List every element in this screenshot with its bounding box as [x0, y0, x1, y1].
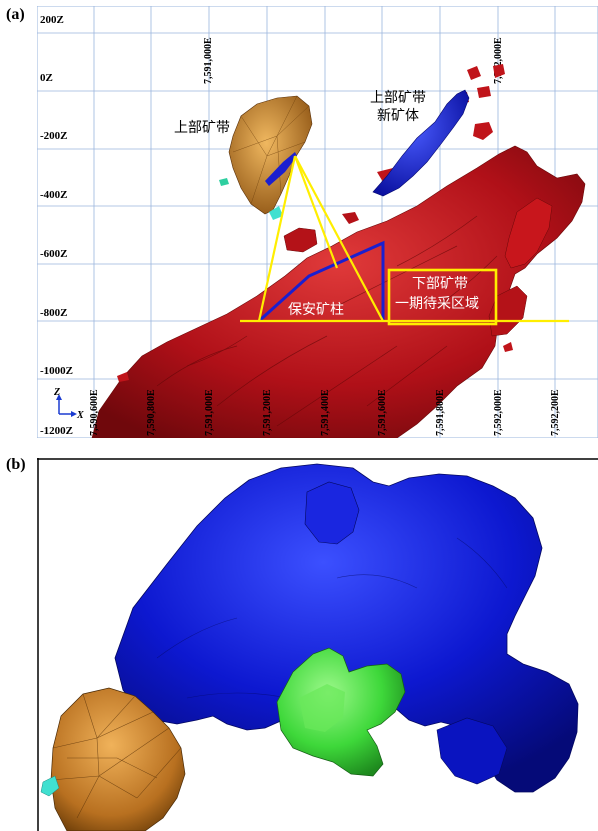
lower-zone-label-2: 一期待采区域 [395, 296, 479, 312]
elevation-label: -600Z [40, 248, 68, 260]
elevation-label: -800Z [40, 307, 68, 319]
northing-label: 7,592,000E [493, 37, 504, 84]
elevation-label: -1000Z [40, 365, 73, 377]
elevation-label: -1200Z [40, 425, 73, 437]
elevation-labels: 200Z 0Z -200Z -400Z -600Z -800Z -1000Z -… [40, 14, 73, 437]
bottom-northing-labels: 7,590,600E 7,590,800E 7,591,000E 7,591,2… [89, 389, 561, 436]
panel-b-label: (b) [6, 456, 26, 473]
northing-label: 7,590,600E [89, 389, 100, 436]
top-northing-labels: 7,591,000E 7,592,000E [203, 37, 504, 84]
northing-label: 7,591,800E [435, 389, 446, 436]
northing-label: 7,591,200E [262, 389, 273, 436]
safety-pillar-label: 保安矿柱 [288, 302, 344, 318]
gold-orebody-3d [50, 687, 186, 831]
axis-z-label: Z [53, 387, 60, 398]
green-orebody-3d [276, 647, 406, 777]
upper-new-blue-orebody [372, 89, 470, 197]
panel-a-label: (a) [6, 6, 25, 23]
northing-label: 7,591,600E [377, 389, 388, 436]
northing-label: 7,591,000E [203, 37, 214, 84]
elevation-label: 0Z [40, 72, 53, 84]
annotations: 上部矿带 上部矿带 新矿体 保安矿柱 下部矿带 一期待采区域 [174, 90, 479, 318]
axis-indicator: Z X [53, 387, 84, 421]
section-view-panel: 200Z 0Z -200Z -400Z -600Z -800Z -1000Z -… [37, 6, 598, 438]
lower-red-orebody [91, 64, 586, 438]
elevation-label: -200Z [40, 130, 68, 142]
northing-label: 7,591,000E [204, 389, 215, 436]
safety-pillar-outline [257, 240, 385, 323]
northing-label: 7,590,800E [146, 389, 157, 436]
elevation-label: -400Z [40, 189, 68, 201]
cyan-fragment-3d [40, 775, 60, 797]
blue-orebody-3d [114, 463, 579, 793]
lower-zone-label-1: 下部矿带 [412, 276, 468, 292]
upper-new-zone-label-1: 上部矿带 [370, 90, 426, 106]
northing-label: 7,592,200E [550, 389, 561, 436]
elevation-label: 200Z [40, 14, 64, 26]
upper-zone-label: 上部矿带 [174, 120, 230, 136]
perspective-view-panel [37, 458, 598, 831]
axis-x-label: X [76, 410, 84, 421]
highlight-lines [240, 155, 569, 326]
upper-new-zone-label-2: 新矿体 [377, 108, 419, 124]
northing-label: 7,592,000E [493, 389, 504, 436]
upper-blue-sliver [265, 152, 297, 186]
northing-label: 7,591,400E [320, 389, 331, 436]
